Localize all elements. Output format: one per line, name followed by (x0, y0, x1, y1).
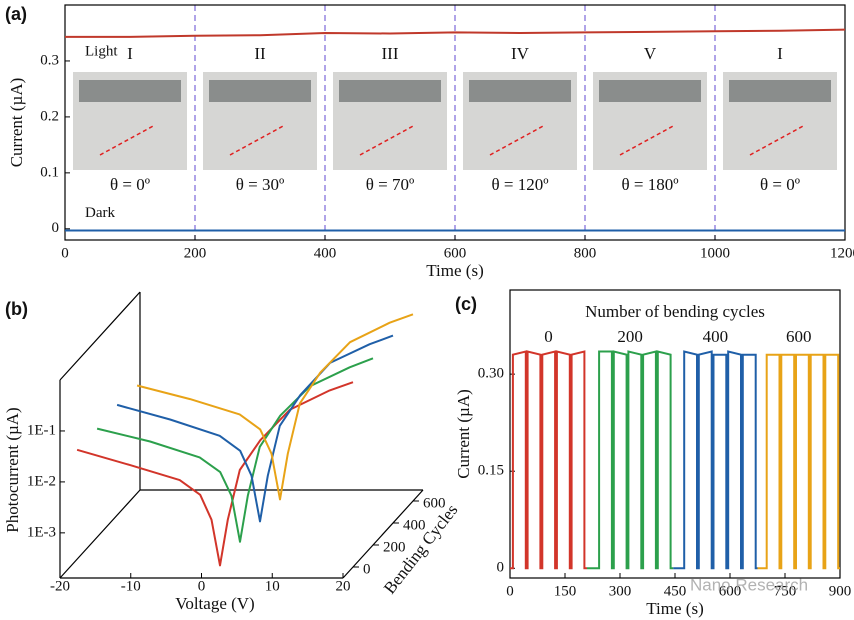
angle-label: θ = 30º (236, 175, 285, 194)
z-tick-label: 200 (383, 539, 406, 555)
legend-label: 600 (786, 327, 812, 346)
box-edge (59, 291, 141, 381)
caliper (339, 80, 441, 102)
x-tick-label: 400 (314, 245, 337, 261)
segment-label: IV (511, 44, 530, 63)
annotation: Number of bending cycles (585, 302, 765, 321)
y-axis-title: Photocurrent (µA) (3, 407, 22, 532)
y-axis-title: Current (µA) (7, 78, 26, 168)
x-tick-label: 0 (506, 583, 514, 599)
box-edge (342, 489, 424, 579)
segment-label: I (777, 44, 783, 63)
series-line (673, 350, 758, 570)
panel-label: (b) (5, 299, 28, 319)
x-tick-label: 300 (609, 583, 632, 599)
bend-guide (749, 124, 806, 156)
x-axis-title: Time (s) (646, 599, 703, 618)
z-tick-label: 0 (363, 561, 371, 577)
series-line (757, 353, 840, 570)
angle-label: θ = 180º (621, 175, 678, 194)
y-tick-label: 0.1 (40, 164, 59, 180)
x-tick-label: 1000 (700, 245, 730, 261)
bend-guide (619, 124, 676, 156)
x-tick-label: 900 (829, 583, 852, 599)
y-axis-title: Current (µA) (454, 389, 473, 479)
x-tick-label: 750 (774, 583, 797, 599)
x-tick-label: 150 (554, 583, 577, 599)
angle-label: θ = 70º (366, 175, 415, 194)
y-tick-label: 1E-3 (27, 524, 56, 540)
legend-label: 400 (703, 327, 729, 346)
x-tick-label: 600 (719, 583, 742, 599)
x-tick-label: 20 (336, 578, 351, 594)
y-tick-label: 0.2 (40, 108, 59, 124)
angle-label: θ = 120º (491, 175, 548, 194)
caliper (209, 80, 311, 102)
caliper (599, 80, 701, 102)
y-tick-label: 0.3 (40, 52, 59, 68)
x-tick-label: 800 (574, 245, 597, 261)
x-axis-title: Time (s) (426, 261, 483, 280)
bend-guide (229, 124, 286, 156)
x-tick-label: -10 (121, 578, 141, 594)
series-line (510, 350, 587, 570)
box-edge (59, 489, 141, 579)
segment-label: I (127, 44, 133, 63)
bend-guide (489, 124, 546, 156)
bend-guide (359, 124, 416, 156)
y-tick-label: 0 (497, 560, 505, 576)
x-tick-label: 450 (664, 583, 687, 599)
x-tick-label: 0 (61, 245, 69, 261)
segment-label: II (254, 44, 266, 63)
x-tick-label: 10 (265, 578, 280, 594)
y-tick-label: 0 (52, 220, 60, 236)
caliper (469, 80, 571, 102)
x-tick-label: 0 (198, 578, 206, 594)
segment-label: III (382, 44, 399, 63)
legend-label: 0 (544, 327, 553, 346)
y-tick-label: 1E-2 (27, 473, 56, 489)
panel-label: (c) (455, 294, 477, 314)
series-line (76, 381, 354, 567)
y-tick-label: 0.15 (478, 463, 504, 479)
y-tick-label: 0.30 (478, 366, 504, 382)
series-line (65, 28, 846, 38)
series-line (96, 357, 374, 543)
angle-label: θ = 0º (110, 175, 150, 194)
series-line (136, 313, 414, 501)
caliper (729, 80, 831, 102)
series-line (116, 334, 394, 523)
angle-label: θ = 0º (760, 175, 800, 194)
x-tick-label: 600 (444, 245, 467, 261)
x-axis-title: Voltage (V) (175, 594, 254, 613)
legend-label: 200 (617, 327, 643, 346)
legend-label: Dark (85, 205, 115, 221)
caliper (79, 80, 181, 102)
series-line (587, 350, 674, 570)
panel-label: (a) (5, 4, 27, 24)
y-tick-label: 1E-1 (27, 422, 56, 438)
watermark: Nano Research (690, 575, 808, 594)
legend-label: Light (85, 43, 118, 59)
segment-label: V (644, 44, 657, 63)
x-tick-label: 200 (184, 245, 207, 261)
x-tick-label: -20 (50, 578, 70, 594)
bend-guide (99, 124, 156, 156)
z-tick-label: 400 (403, 517, 426, 533)
z-tick-label: 600 (423, 495, 446, 511)
